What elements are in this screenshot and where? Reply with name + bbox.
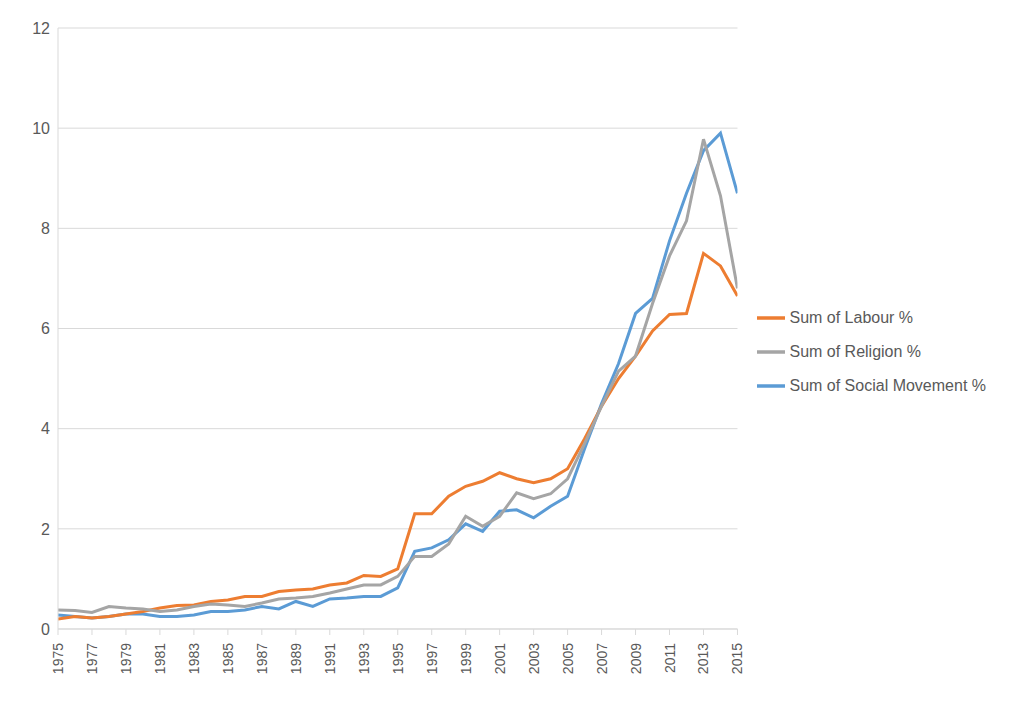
- svg-text:12: 12: [32, 20, 50, 37]
- html-text:Sum of Social Movement %: Sum of Social Movement %: [789, 376, 986, 394]
- svg-text:6: 6: [41, 320, 50, 337]
- svg-text:2001: 2001: [492, 643, 508, 674]
- svg-text:1991: 1991: [322, 643, 338, 674]
- svg-text:2: 2: [41, 521, 50, 538]
- html-text:Sum of Labour %: Sum of Labour %: [789, 308, 914, 326]
- svg-text:1993: 1993: [356, 643, 372, 674]
- svg-text:1977: 1977: [84, 643, 100, 674]
- svg-text:0: 0: [41, 621, 50, 638]
- svg-text:1979: 1979: [118, 643, 134, 674]
- svg-text:1989: 1989: [288, 643, 304, 674]
- svg-text:4: 4: [41, 420, 50, 437]
- svg-text:1995: 1995: [390, 643, 406, 674]
- svg-text:1983: 1983: [186, 643, 202, 674]
- svg-text:10: 10: [32, 120, 50, 137]
- svg-text:2005: 2005: [560, 643, 576, 674]
- svg-text:2007: 2007: [594, 643, 610, 674]
- svg-text:1985: 1985: [220, 643, 236, 674]
- svg-text:2003: 2003: [526, 643, 542, 674]
- svg-text:2013: 2013: [695, 643, 711, 674]
- svg-text:1999: 1999: [458, 643, 474, 674]
- svg-text:8: 8: [41, 220, 50, 237]
- svg-text:2011: 2011: [662, 643, 678, 673]
- html-text:Sum of Religion %: Sum of Religion %: [789, 342, 922, 360]
- svg-text:2015: 2015: [729, 643, 745, 674]
- svg-text:1975: 1975: [50, 643, 66, 674]
- svg-text:1997: 1997: [424, 643, 440, 674]
- svg-text:1987: 1987: [254, 643, 270, 674]
- svg-text:1981: 1981: [152, 643, 168, 674]
- svg-text:2009: 2009: [628, 643, 644, 674]
